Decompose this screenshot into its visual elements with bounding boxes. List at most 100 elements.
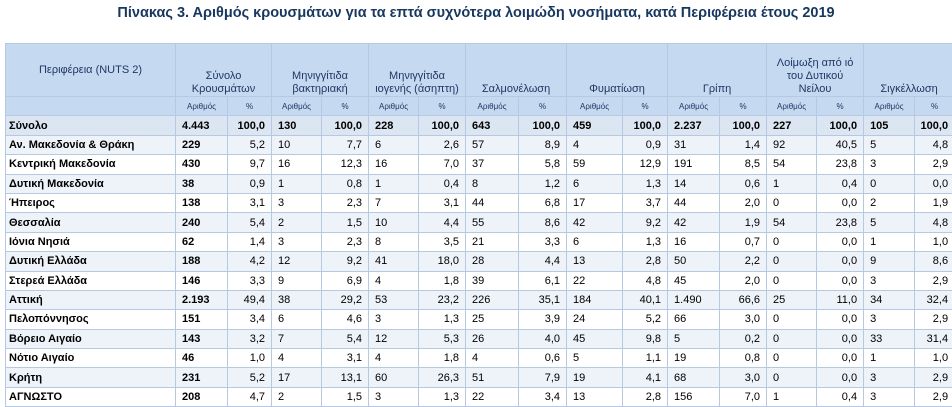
region-name: Κρήτη	[6, 368, 176, 387]
case-percent: 5,3	[419, 329, 466, 348]
case-count: 188	[176, 252, 228, 271]
case-percent: 3,4	[519, 387, 567, 406]
case-percent: 11,0	[817, 290, 864, 309]
case-percent: 4,2	[228, 252, 272, 271]
case-percent: 2,9	[915, 155, 952, 174]
case-percent: 0,4	[817, 174, 864, 193]
case-count: 6	[567, 232, 623, 251]
group-header-shigellosis: Σιγκέλλωση	[864, 44, 952, 97]
case-count: 1.490	[668, 290, 720, 309]
region-name: Κεντρική Μακεδονία	[6, 155, 176, 174]
case-percent: 100,0	[419, 116, 466, 135]
case-count: 22	[567, 271, 623, 290]
case-count: 227	[767, 116, 817, 135]
case-count: 45	[567, 329, 623, 348]
case-count: 6	[369, 135, 419, 154]
pct-label: %	[720, 97, 767, 116]
case-count: 22	[466, 387, 519, 406]
case-percent: 1,0	[228, 349, 272, 368]
case-percent: 7,9	[519, 368, 567, 387]
case-percent: 6,1	[519, 271, 567, 290]
case-count: 17	[272, 368, 322, 387]
case-percent: 23,8	[817, 213, 864, 232]
case-percent: 23,2	[419, 290, 466, 309]
case-percent: 0,0	[817, 368, 864, 387]
case-count: 231	[176, 368, 228, 387]
case-percent: 4,4	[519, 252, 567, 271]
case-count: 228	[369, 116, 419, 135]
case-count: 12	[369, 329, 419, 348]
case-percent: 31,4	[915, 329, 952, 348]
case-count: 3	[864, 155, 915, 174]
case-count: 156	[668, 387, 720, 406]
case-percent: 3,3	[228, 271, 272, 290]
case-count: 0	[767, 368, 817, 387]
case-percent: 1,4	[720, 135, 767, 154]
case-percent: 5,8	[519, 155, 567, 174]
case-percent: 5,4	[322, 329, 369, 348]
case-count: 26	[466, 329, 519, 348]
case-percent: 12,9	[623, 155, 668, 174]
region-name: Θεσσαλία	[6, 213, 176, 232]
case-count: 1	[369, 174, 419, 193]
case-percent: 2,3	[322, 232, 369, 251]
case-count: 146	[176, 271, 228, 290]
case-percent: 3,2	[228, 329, 272, 348]
page-title: Πίνακας 3. Αριθμός κρουσμάτων για τα επτ…	[0, 0, 952, 30]
case-percent: 6,8	[519, 193, 567, 212]
case-count: 13	[567, 252, 623, 271]
case-count: 105	[864, 116, 915, 135]
case-count: 3	[369, 310, 419, 329]
case-percent: 9,2	[322, 252, 369, 271]
case-percent: 3,0	[720, 368, 767, 387]
case-count: 643	[466, 116, 519, 135]
group-header-total: Σύνολο Κρουσμάτων	[176, 44, 272, 97]
case-percent: 4,8	[623, 271, 668, 290]
case-count: 33	[864, 329, 915, 348]
case-percent: 3,4	[228, 310, 272, 329]
case-count: 0	[767, 232, 817, 251]
case-percent: 0,0	[817, 271, 864, 290]
case-count: 14	[668, 174, 720, 193]
case-count: 16	[272, 155, 322, 174]
case-count: 151	[176, 310, 228, 329]
case-percent: 1,3	[623, 232, 668, 251]
case-count: 8	[369, 232, 419, 251]
case-count: 9	[272, 271, 322, 290]
case-percent: 0,0	[817, 310, 864, 329]
case-percent: 35,1	[519, 290, 567, 309]
case-count: 25	[767, 290, 817, 309]
group-header-influenza: Γρίπη	[668, 44, 767, 97]
case-percent: 1,4	[228, 232, 272, 251]
case-percent: 49,4	[228, 290, 272, 309]
case-count: 16	[668, 232, 720, 251]
case-count: 5	[864, 213, 915, 232]
region-header: Περιφέρεια (NUTS 2)	[6, 44, 176, 97]
case-count: 25	[466, 310, 519, 329]
case-percent: 3,1	[322, 349, 369, 368]
case-count: 44	[466, 193, 519, 212]
case-count: 21	[466, 232, 519, 251]
case-percent: 0,6	[720, 174, 767, 193]
case-count: 39	[466, 271, 519, 290]
region-name: Νότιο Αιγαίο	[6, 349, 176, 368]
case-count: 2.237	[668, 116, 720, 135]
region-name: Αν. Μακεδονία & Θράκη	[6, 135, 176, 154]
case-percent: 100,0	[720, 116, 767, 135]
case-percent: 2,9	[915, 387, 952, 406]
region-name: Δυτική Ελλάδα	[6, 252, 176, 271]
case-percent: 5,2	[228, 135, 272, 154]
case-percent: 3,9	[519, 310, 567, 329]
case-count: 38	[272, 290, 322, 309]
case-count: 6	[272, 310, 322, 329]
case-count: 34	[864, 290, 915, 309]
case-count: 0	[767, 349, 817, 368]
case-percent: 32,4	[915, 290, 952, 309]
case-count: 143	[176, 329, 228, 348]
